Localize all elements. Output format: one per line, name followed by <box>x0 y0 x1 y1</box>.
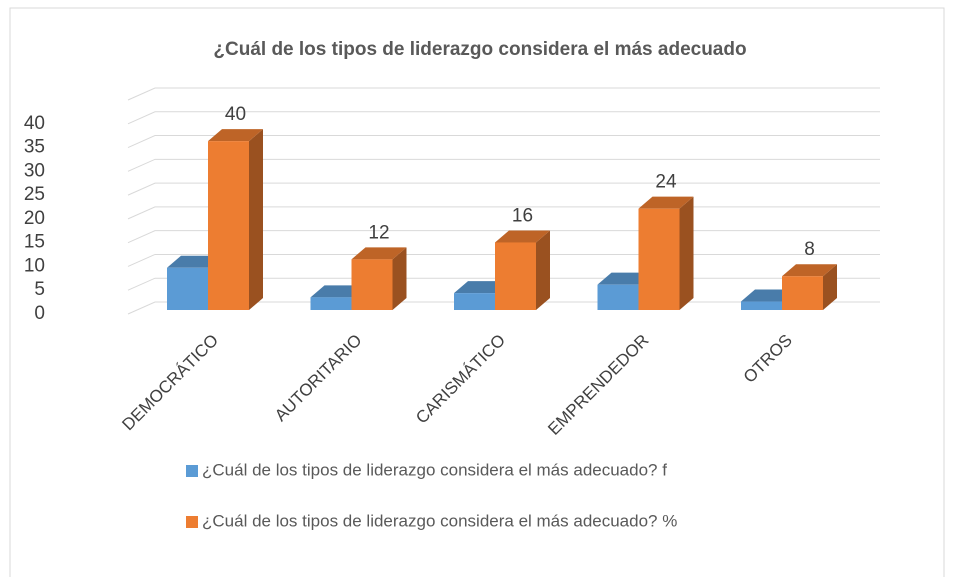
grid-line <box>127 111 880 125</box>
data-label: 8 <box>804 239 815 260</box>
legend-swatch <box>186 516 198 528</box>
data-label: 40 <box>225 104 246 125</box>
bar <box>638 196 694 310</box>
legend-swatch <box>186 465 198 477</box>
bar-front <box>597 284 639 310</box>
grid-line <box>127 230 880 244</box>
bar-front <box>495 242 536 310</box>
grid-line <box>127 135 880 149</box>
bar <box>782 264 837 310</box>
bar <box>351 247 407 310</box>
legend-label: ¿Cuál de los tipos de liderazgo consider… <box>202 460 667 479</box>
y-tick-label: 30 <box>24 160 45 181</box>
bar-side <box>679 196 694 310</box>
data-label: 24 <box>655 172 677 193</box>
y-tick-label: 35 <box>24 137 45 158</box>
bar-side <box>392 247 407 310</box>
legend-label: ¿Cuál de los tipos de liderazgo consider… <box>202 511 677 530</box>
grid-line <box>127 182 880 196</box>
bar-side <box>536 230 550 310</box>
y-tick-label: 15 <box>24 232 45 253</box>
bar-front <box>741 301 782 310</box>
bar-side <box>823 264 837 310</box>
bar-front <box>351 259 393 310</box>
bar-front <box>167 267 208 310</box>
bar <box>495 230 550 310</box>
bar-top <box>638 196 694 209</box>
y-tick-label: 20 <box>24 208 45 229</box>
grid-line <box>127 87 880 101</box>
bar-front <box>782 276 823 310</box>
bar-top <box>208 129 263 142</box>
y-tick-label: 10 <box>24 255 45 276</box>
bar-front <box>310 297 352 310</box>
bar-front <box>208 141 249 310</box>
grid-line <box>127 158 880 172</box>
data-label: 16 <box>512 205 533 226</box>
bar-side <box>249 129 263 310</box>
bar-front <box>638 208 680 310</box>
y-tick-label: 5 <box>34 279 45 300</box>
grid-line <box>127 206 880 220</box>
y-tick-label: 0 <box>34 303 45 324</box>
chart-title: ¿Cuál de los tipos de liderazgo consider… <box>213 39 746 60</box>
y-tick-label: 25 <box>24 184 45 205</box>
bar <box>208 129 263 310</box>
y-tick-label: 40 <box>24 113 45 134</box>
grid-line <box>127 253 880 267</box>
bar-top <box>351 247 407 260</box>
bar-front <box>454 293 495 310</box>
bar-top <box>782 264 837 277</box>
data-label: 12 <box>368 222 389 243</box>
bar-top <box>495 230 550 243</box>
